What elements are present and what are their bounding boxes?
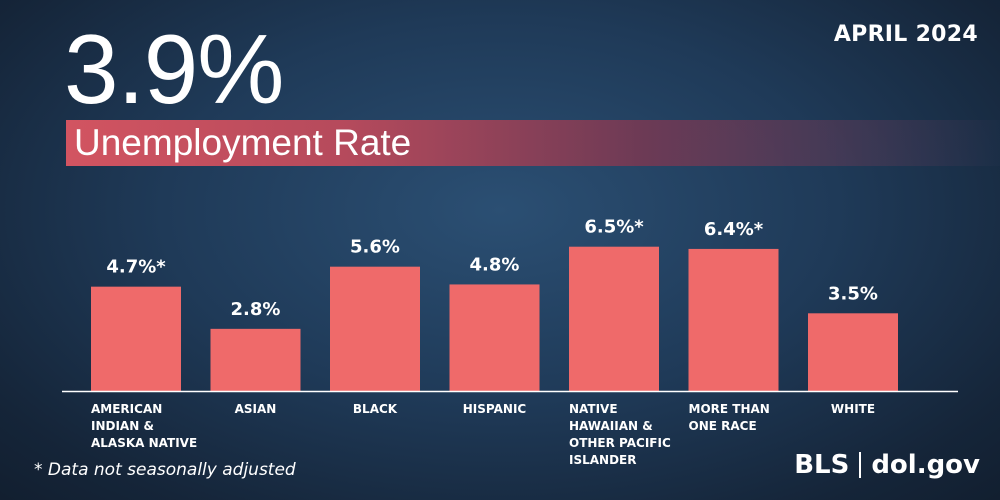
brand-bls: BLS [794,450,850,480]
brand-divider [859,452,862,478]
category-label-line: ISLANDER [569,453,636,467]
bar [330,266,420,391]
subtitle-band [66,120,1000,166]
chart-subtitle: Unemployment Rate [74,122,412,163]
data-label: 2.8% [231,299,281,320]
category-label: ASIAN [235,402,277,416]
footnote: * Data not seasonally adjusted [34,460,296,480]
category-label-line: MORE THAN [689,402,770,416]
data-label: 6.5%* [584,217,644,238]
bar [91,286,181,391]
category-label: NATIVE HAWAIIAN & OTHER PACIFIC ISLANDER [569,402,671,467]
category-label: AMERICAN INDIAN & ALASKA NATIVE [91,402,197,450]
category-label: MORE THAN ONE RACE [689,402,770,433]
report-date: APRIL 2024 [833,22,978,47]
category-label-line: BLACK [353,402,398,416]
bar [210,328,301,391]
category-label-line: HISPANIC [463,402,527,416]
category-label-line: ONE RACE [689,419,757,433]
data-label: 3.5% [828,283,878,304]
category-label: BLACK [353,402,398,416]
category-label: HISPANIC [463,402,527,416]
bar [808,313,898,391]
data-label: 4.7%* [106,257,166,278]
bar [449,284,540,391]
brand-logo: BLS dol.gov [794,450,980,480]
category-label-line: OTHER PACIFIC [569,436,671,450]
headline-rate: 3.9% [64,14,284,124]
category-label-line: WHITE [831,402,875,416]
category-label-line: INDIAN & [91,419,154,433]
category-label-line: ASIAN [235,402,277,416]
brand-dol: dol.gov [871,450,980,480]
data-label: 5.6% [350,237,400,258]
data-label: 4.8% [470,254,520,275]
category-label-line: AMERICAN [91,402,162,416]
category-label-line: NATIVE [569,402,618,416]
category-label-line: ALASKA NATIVE [91,436,197,450]
category-label-line: HAWAIIAN & [569,419,653,433]
bar [569,246,659,391]
bar [688,248,779,391]
category-label: WHITE [831,402,875,416]
data-label: 6.4%* [704,219,764,240]
